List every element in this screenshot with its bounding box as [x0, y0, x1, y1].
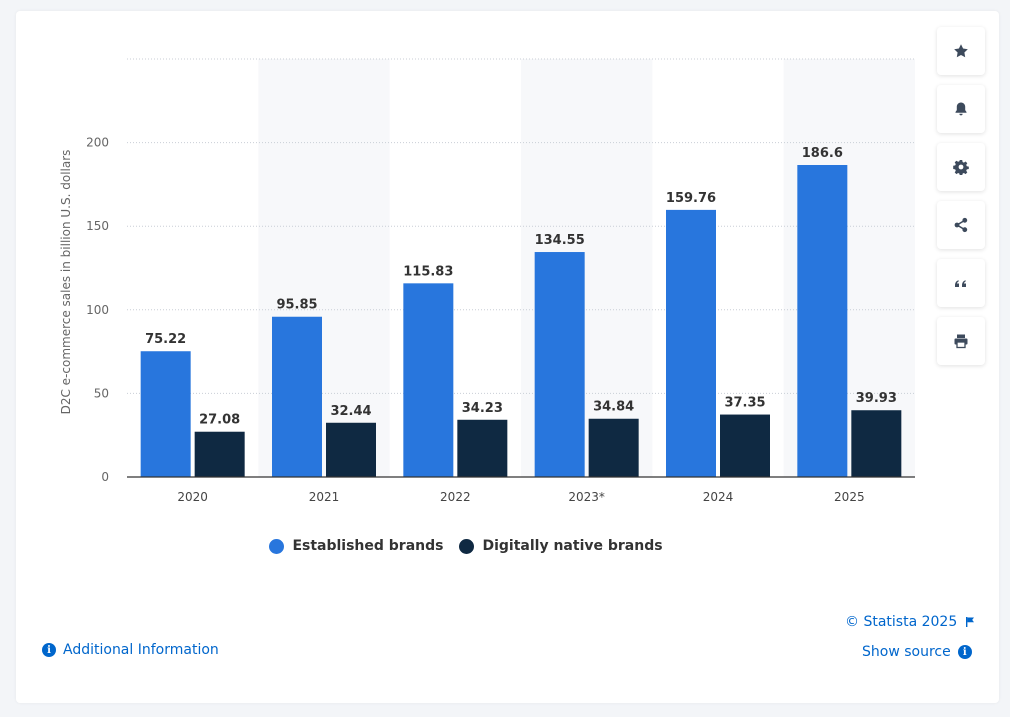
data-label: 95.85	[276, 298, 317, 313]
bar-established	[140, 351, 191, 477]
data-label: 37.35	[724, 396, 765, 411]
y-tick-label: 200	[86, 136, 109, 150]
data-label: 32.44	[330, 404, 371, 419]
cite-button[interactable]	[937, 259, 985, 307]
legend-item-established[interactable]: Established brands	[269, 538, 443, 554]
additional-information-text: Additional Information	[63, 642, 219, 658]
y-tick-label: 50	[94, 386, 109, 400]
show-source-link[interactable]: Show source i	[862, 644, 972, 660]
print-icon	[954, 334, 968, 349]
data-label: 134.55	[535, 233, 585, 248]
info-icon: i	[957, 645, 972, 659]
bar-digital	[457, 419, 508, 477]
gear-icon	[953, 160, 969, 175]
legend-dot-established	[269, 538, 285, 554]
y-tick-label: 0	[101, 470, 109, 484]
x-tick-label: 2025	[834, 490, 865, 504]
bar-established	[272, 316, 322, 477]
bar-digital	[851, 410, 902, 477]
legend-dot-digital	[459, 538, 475, 554]
legend: Established brands Digitally native bran…	[16, 538, 916, 554]
settings-button[interactable]	[937, 143, 985, 191]
y-tick-label: 150	[86, 219, 109, 233]
bell-icon	[955, 102, 967, 116]
data-label: 34.23	[462, 401, 503, 416]
toolbar	[937, 27, 985, 365]
copyright-text: © Statista 2025	[845, 614, 958, 630]
legend-item-digital[interactable]: Digitally native brands	[459, 538, 663, 554]
bar-established	[403, 283, 454, 477]
bar-digital	[194, 431, 245, 477]
x-tick-label: 2021	[309, 490, 340, 504]
notification-button[interactable]	[937, 85, 985, 133]
bar-digital	[326, 422, 376, 477]
bar-digital	[588, 418, 639, 477]
bar-chart: 0 50 100 150 200 D2C e-commerce sales in bill…	[59, 58, 915, 504]
quote-icon	[955, 280, 966, 287]
star-icon	[954, 44, 968, 58]
additional-information-link[interactable]: i Additional Information	[42, 642, 219, 658]
flag-icon	[966, 617, 975, 627]
x-tick-label: 2023*	[568, 490, 605, 504]
x-tick-label: 2024	[703, 490, 734, 504]
favorite-button[interactable]	[937, 27, 985, 75]
print-button[interactable]	[937, 317, 985, 365]
legend-label-digital: Digitally native brands	[482, 538, 663, 554]
share-button[interactable]	[937, 201, 985, 249]
data-label: 39.93	[856, 391, 897, 406]
data-label: 159.76	[666, 191, 716, 206]
data-label: 115.83	[403, 264, 453, 279]
bar-established	[534, 252, 585, 477]
data-label: 27.08	[199, 413, 240, 428]
show-source-text: Show source	[862, 644, 951, 660]
data-label: 186.6	[802, 146, 843, 161]
share-icon	[954, 217, 968, 233]
x-tick-label: 2020	[177, 490, 208, 504]
bar-established	[666, 209, 716, 477]
statista-copyright[interactable]: © Statista 2025	[845, 614, 976, 630]
info-icon: i	[42, 643, 56, 657]
legend-label-established: Established brands	[292, 538, 444, 554]
y-tick-label: 100	[86, 303, 109, 317]
y-axis-label: D2C e-commerce sales in billion U.S. dol…	[59, 150, 73, 415]
bar-digital	[720, 414, 770, 477]
bar-established	[797, 165, 848, 477]
x-tick-label: 2022	[440, 490, 471, 504]
data-label: 34.84	[593, 400, 634, 415]
chart-card: 0 50 100 150 200 D2C e-commerce sales in bill…	[16, 11, 999, 703]
data-label: 75.22	[145, 332, 186, 347]
